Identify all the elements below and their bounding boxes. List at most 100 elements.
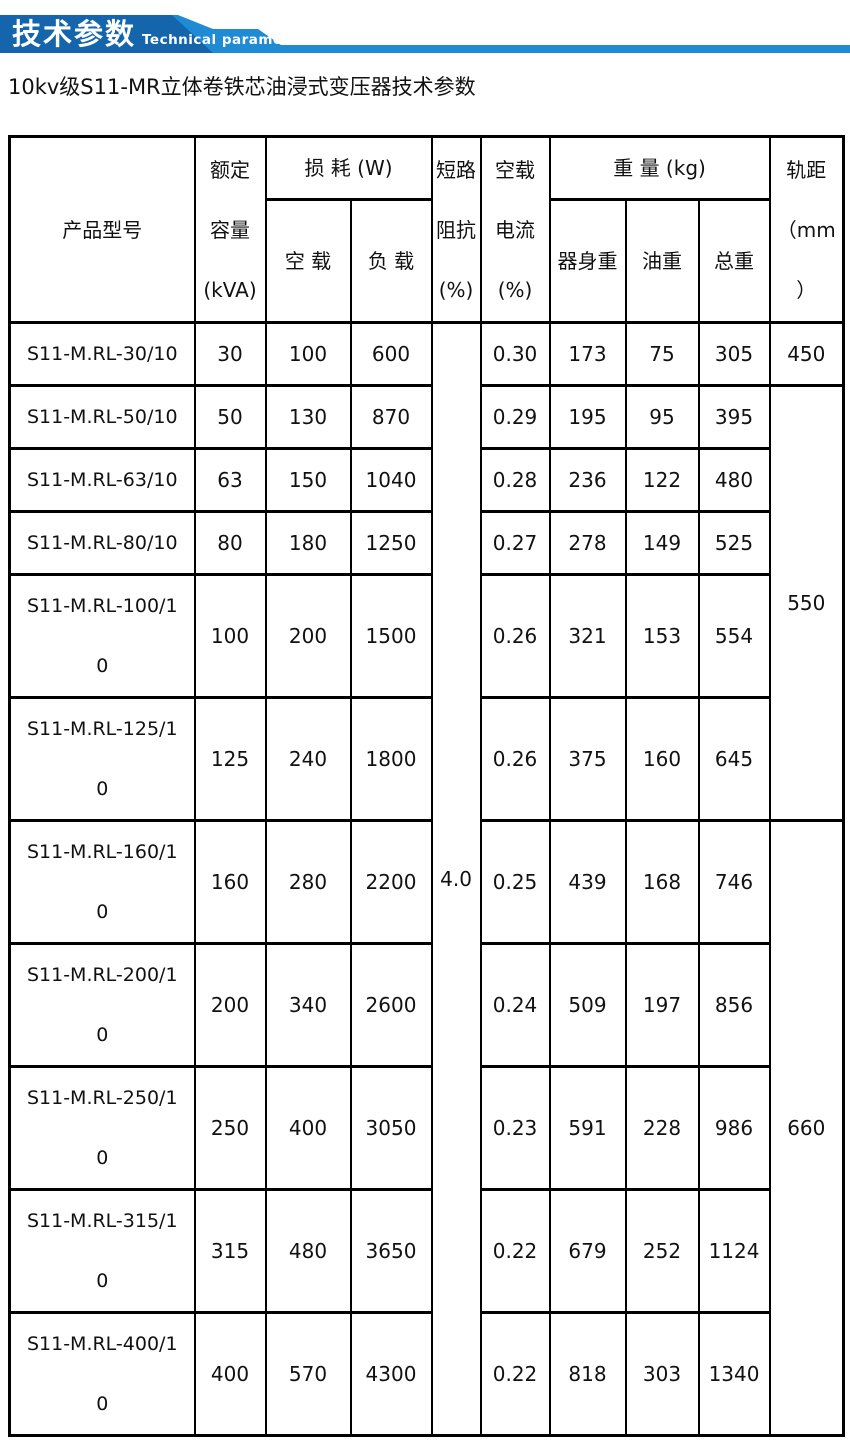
cell-model: S11-M.RL-125/10 — [8, 696, 196, 822]
cell-capacity: 80 — [193, 510, 267, 576]
cell-oil-weight: 149 — [624, 510, 700, 576]
cell-capacity: 315 — [193, 1188, 267, 1314]
col-header-loss-group: 损 耗 (W) — [264, 135, 433, 201]
cell-no-load-current: 0.26 — [479, 696, 551, 822]
banner-title-cn: 技术参数 — [12, 17, 137, 51]
cell-no-load-loss: 570 — [264, 1311, 352, 1437]
cell-load-loss: 3650 — [349, 1188, 433, 1314]
table-row: S11-M.RL-100/10 100 200 1500 0.26 321 15… — [8, 573, 844, 699]
cell-no-load-loss: 100 — [264, 321, 352, 387]
cell-total-weight: 746 — [697, 819, 771, 945]
cell-model: S11-M.RL-160/10 — [8, 819, 196, 945]
cell-model: S11-M.RL-50/10 — [8, 384, 196, 450]
cell-body-weight: 679 — [548, 1188, 627, 1314]
cell-model: S11-M.RL-30/10 — [8, 321, 196, 387]
cell-load-loss: 870 — [349, 384, 433, 450]
cell-body-weight: 173 — [548, 321, 627, 387]
cell-model: S11-M.RL-400/10 — [8, 1311, 196, 1437]
col-header-product-model: 产品型号 — [8, 135, 196, 324]
cell-capacity: 125 — [193, 696, 267, 822]
cell-capacity: 100 — [193, 573, 267, 699]
cell-oil-weight: 95 — [624, 384, 700, 450]
cell-no-load-loss: 200 — [264, 573, 352, 699]
cell-body-weight: 591 — [548, 1065, 627, 1191]
cell-capacity: 160 — [193, 819, 267, 945]
table-row: S11-M.RL-160/10 160 280 2200 0.25 439 16… — [8, 819, 845, 1437]
col-header-load-loss: 负 载 — [349, 198, 433, 324]
table-row: S11-M.RL-400/10 400 570 4300 0.22 818 30… — [8, 1311, 844, 1437]
col-header-no-load-loss: 空 载 — [264, 198, 352, 324]
cell-load-loss: 1500 — [349, 573, 433, 699]
cell-model: S11-M.RL-63/10 — [8, 447, 196, 513]
table-row: S11-M.RL-50/10 50 130 870 0.29 195 95 39… — [8, 384, 845, 822]
cell-load-loss: 2200 — [349, 819, 433, 945]
cell-body-weight: 818 — [548, 1311, 627, 1437]
cell-no-load-loss: 130 — [264, 384, 352, 450]
cell-body-weight: 509 — [548, 942, 627, 1068]
cell-capacity: 200 — [193, 942, 267, 1068]
cell-capacity: 400 — [193, 1311, 267, 1437]
table-header: 产品型号 额定 容量 (kVA) 损 耗 (W) 短路 阻抗 (%) 空载 电流… — [8, 135, 845, 324]
cell-capacity: 50 — [193, 384, 267, 450]
cell-no-load-current: 0.24 — [479, 942, 551, 1068]
col-header-weight-group: 重 量 (kg) — [548, 135, 771, 201]
cell-oil-weight: 303 — [624, 1311, 700, 1437]
cell-total-weight: 1340 — [697, 1311, 771, 1437]
cell-no-load-current: 0.22 — [479, 1311, 551, 1437]
cell-oil-weight: 75 — [624, 321, 700, 387]
cell-body-weight: 439 — [548, 819, 627, 945]
cell-model: S11-M.RL-315/10 — [8, 1188, 196, 1314]
cell-body-weight: 195 — [548, 384, 627, 450]
cell-body-weight: 278 — [548, 510, 627, 576]
cell-load-loss: 2600 — [349, 942, 433, 1068]
cell-impedance-merged: 4.0 — [430, 321, 482, 1437]
cell-load-loss: 1040 — [349, 447, 433, 513]
cell-no-load-current: 0.26 — [479, 573, 551, 699]
cell-no-load-current: 0.29 — [479, 384, 551, 450]
cell-body-weight: 375 — [548, 696, 627, 822]
cell-total-weight: 1124 — [697, 1188, 771, 1314]
cell-no-load-loss: 340 — [264, 942, 352, 1068]
header-row-sub: 空 载 负 载 器身重 油重 总重 — [10, 198, 844, 324]
table-row: S11-M.RL-63/10 63 150 1040 0.28 236 122 … — [8, 447, 844, 513]
section-banner: 技术参数 Technical parameter — [0, 15, 850, 53]
cell-rail-gauge: 450 — [768, 321, 845, 387]
cell-no-load-loss: 240 — [264, 696, 352, 822]
table-row: S11-M.RL-200/10 200 340 2600 0.24 509 19… — [8, 942, 844, 1068]
table-row: S11-M.RL-315/10 315 480 3650 0.22 679 25… — [8, 1188, 844, 1314]
col-header-short-circuit-impedance: 短路 阻抗 (%) — [430, 135, 482, 324]
table-row: S11-M.RL-250/10 250 400 3050 0.23 591 22… — [8, 1065, 844, 1191]
cell-no-load-loss: 280 — [264, 819, 352, 945]
cell-no-load-current: 0.25 — [479, 819, 551, 945]
cell-oil-weight: 168 — [624, 819, 700, 945]
cell-total-weight: 554 — [697, 573, 771, 699]
cell-capacity: 30 — [193, 321, 267, 387]
table-row: S11-M.RL-30/10 30 100 600 4.0 0.30 173 7… — [8, 321, 845, 1437]
col-header-no-load-current: 空载 电流 (%) — [479, 135, 551, 324]
cell-model: S11-M.RL-250/10 — [8, 1065, 196, 1191]
cell-no-load-current: 0.22 — [479, 1188, 551, 1314]
cell-oil-weight: 160 — [624, 696, 700, 822]
col-header-oil-weight: 油重 — [624, 198, 700, 324]
cell-total-weight: 986 — [697, 1065, 771, 1191]
table-body: S11-M.RL-30/10 30 100 600 4.0 0.30 173 7… — [8, 321, 845, 1437]
cell-no-load-current: 0.23 — [479, 1065, 551, 1191]
cell-no-load-loss: 180 — [264, 510, 352, 576]
cell-model: S11-M.RL-80/10 — [8, 510, 196, 576]
table-row: S11-M.RL-125/10 125 240 1800 0.26 375 16… — [8, 696, 844, 822]
col-header-rail-gauge: 轨距 （mm ） — [768, 135, 845, 324]
cell-total-weight: 856 — [697, 942, 771, 1068]
banner-title-en: Technical parameter — [142, 32, 307, 48]
col-header-rated-capacity: 额定 容量 (kVA) — [193, 135, 267, 324]
col-header-body-weight: 器身重 — [548, 198, 627, 324]
cell-body-weight: 236 — [548, 447, 627, 513]
banner-dark-shape — [0, 15, 213, 53]
cell-load-loss: 600 — [349, 321, 433, 387]
cell-total-weight: 305 — [697, 321, 771, 387]
cell-no-load-current: 0.28 — [479, 447, 551, 513]
cell-no-load-current: 0.30 — [479, 321, 551, 387]
cell-capacity: 63 — [193, 447, 267, 513]
table-row: S11-M.RL-80/10 80 180 1250 0.27 278 149 … — [8, 510, 844, 576]
cell-model: S11-M.RL-200/10 — [8, 942, 196, 1068]
